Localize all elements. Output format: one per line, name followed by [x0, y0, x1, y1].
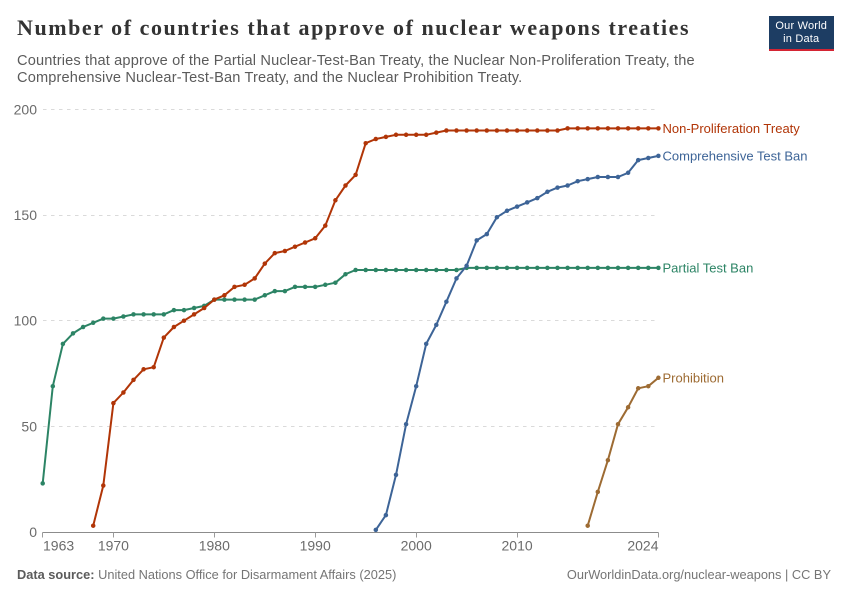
- svg-text:Comprehensive Test Ban: Comprehensive Test Ban: [663, 149, 808, 164]
- svg-text:1970: 1970: [98, 538, 129, 554]
- svg-text:150: 150: [14, 207, 38, 223]
- svg-text:100: 100: [14, 313, 38, 329]
- svg-text:2024: 2024: [627, 538, 658, 554]
- svg-text:0: 0: [29, 524, 37, 540]
- svg-text:Non-Proliferation Treaty: Non-Proliferation Treaty: [663, 121, 801, 136]
- svg-text:1990: 1990: [300, 538, 331, 554]
- svg-text:1980: 1980: [199, 538, 230, 554]
- svg-text:50: 50: [21, 418, 37, 434]
- svg-text:200: 200: [14, 101, 38, 117]
- svg-text:2000: 2000: [401, 538, 432, 554]
- svg-text:2010: 2010: [502, 538, 533, 554]
- svg-text:1963: 1963: [43, 538, 74, 554]
- svg-text:Prohibition: Prohibition: [663, 371, 724, 386]
- svg-text:Partial Test Ban: Partial Test Ban: [663, 261, 754, 276]
